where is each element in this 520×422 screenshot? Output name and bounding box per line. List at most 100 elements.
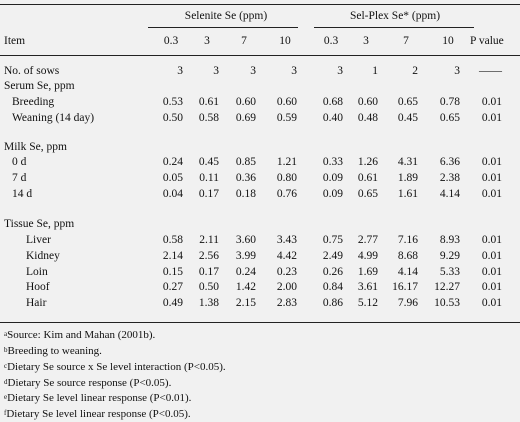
table-cell: 1.26: [357, 156, 378, 168]
table-cell: 0.80: [276, 172, 297, 184]
table-cell: 1: [372, 65, 378, 77]
item-header: Item: [4, 35, 26, 47]
header-rule: [0, 55, 520, 56]
row-label: Breeding: [12, 96, 55, 108]
table-cell: 2.77: [357, 234, 378, 246]
table-cell: 0.33: [322, 156, 343, 168]
table-cell: 0.58: [162, 234, 183, 246]
table-cell: 0.65: [397, 96, 418, 108]
table-cell: 2.14: [162, 250, 183, 262]
table-cell: 0.75: [322, 234, 343, 246]
pvalue-cell: 0.01: [481, 234, 502, 246]
table-cell: 9.29: [439, 250, 460, 262]
table-cell: 4.42: [276, 250, 297, 262]
level-header: 7: [241, 35, 247, 47]
table-cell: 3.43: [276, 234, 297, 246]
table-cell: 3: [337, 65, 343, 77]
table-cell: 0.76: [276, 188, 297, 200]
footnote-mark: a: [4, 330, 8, 338]
pvalue-cell: 0.01: [481, 172, 502, 184]
table-cell: 4.31: [397, 156, 418, 168]
footnote-mark: c: [4, 362, 8, 370]
pvalue-cell: 0.01: [481, 281, 502, 293]
row-label: Kidney: [26, 250, 60, 262]
table-cell: 0.61: [198, 96, 219, 108]
row-label: 0 d: [12, 156, 27, 168]
table-cell: 0.85: [235, 156, 256, 168]
table-cell: 3: [250, 65, 256, 77]
table-cell: 10.53: [434, 297, 460, 309]
table-cell: 5.12: [357, 297, 378, 309]
table-cell: 1.38: [198, 297, 219, 309]
footnote-mark: b: [4, 346, 8, 354]
level-header: 10: [279, 35, 291, 47]
table-cell: 2.38: [439, 172, 460, 184]
group-rule-selenite: [148, 27, 298, 28]
table-cell: 1.61: [397, 188, 418, 200]
table-cell: 0.65: [439, 112, 460, 124]
footnote: aSource: Kim and Mahan (2001b).: [4, 328, 155, 342]
table-cell: 0.17: [198, 188, 219, 200]
table-cell: 0.58: [198, 112, 219, 124]
footnote-text: Dietary Se source response (P<0.05).: [7, 377, 172, 389]
table-cell: 0.60: [235, 96, 256, 108]
footnote-mark: f: [4, 409, 7, 417]
level-header: 7: [403, 35, 409, 47]
section-label: Tissue Se, ppm: [4, 218, 75, 230]
table-cell: 0.45: [198, 156, 219, 168]
table-cell: 0.61: [357, 172, 378, 184]
pvalue-cell: 0.01: [481, 250, 502, 262]
table-cell: 5.33: [439, 266, 460, 278]
footnote-text: Dietary Se level linear response (P<0.05…: [6, 408, 191, 420]
table-cell: 0.09: [322, 172, 343, 184]
table-cell: 0.48: [357, 112, 378, 124]
table-cell: 2.49: [322, 250, 343, 262]
level-header: 0.3: [163, 35, 179, 47]
table-cell: 0.11: [199, 172, 219, 184]
table-cell: 0.86: [322, 297, 343, 309]
table-cell: 3: [177, 65, 183, 77]
pvalue-cell: 0.01: [481, 156, 502, 168]
table-cell: 0.53: [162, 96, 183, 108]
footnote-text: Source: Kim and Mahan (2001b).: [7, 329, 156, 341]
footnote-text: Dietary Se source x Se level interaction…: [7, 361, 226, 373]
table-cell: 3.99: [235, 250, 256, 262]
pvalue-cell: 0.01: [481, 297, 502, 309]
row-label: Hoof: [26, 281, 50, 293]
table-cell: 2.00: [276, 281, 297, 293]
table-cell: 1.21: [276, 156, 297, 168]
group-rule-selplex: [314, 27, 474, 28]
table-cell: 0.50: [198, 281, 219, 293]
section-label: Serum Se, ppm: [4, 80, 75, 92]
table-cell: 2.56: [198, 250, 219, 262]
table-cell: 3.61: [357, 281, 378, 293]
table-cell: 0.15: [162, 266, 183, 278]
footnote-mark: e: [4, 393, 8, 401]
pvalue-cell: 0.01: [481, 188, 502, 200]
table-cell: 6.36: [439, 156, 460, 168]
table-cell: 0.59: [276, 112, 297, 124]
table-cell: 1.89: [397, 172, 418, 184]
row-label: No. of sows: [4, 65, 60, 77]
pvalue-cell: ——: [479, 65, 502, 77]
table-cell: 0.45: [397, 112, 418, 124]
table-cell: 0.84: [322, 281, 343, 293]
table-cell: 0.36: [235, 172, 256, 184]
level-header: 3: [204, 35, 210, 47]
table-cell: 12.27: [434, 281, 460, 293]
table-cell: 3: [291, 65, 297, 77]
table-cell: 0.40: [322, 112, 343, 124]
table-cell: 0.23: [276, 266, 297, 278]
table-cell: 8.68: [397, 250, 418, 262]
table-cell: 0.65: [357, 188, 378, 200]
group-header-selenite: Selenite Se (ppm): [184, 10, 268, 22]
table-cell: 16.17: [392, 281, 418, 293]
row-label: Hair: [26, 297, 47, 309]
pvalue-cell: 0.01: [481, 266, 502, 278]
footnote-text: Breeding to weaning.: [7, 345, 102, 357]
footnote-text: Dietary Se level linear response (P<0.01…: [7, 392, 192, 404]
pvalue-header: P value: [470, 35, 504, 47]
footnote-mark: d: [4, 378, 8, 386]
table-cell: 2.11: [199, 234, 219, 246]
table-cell: 0.50: [162, 112, 183, 124]
